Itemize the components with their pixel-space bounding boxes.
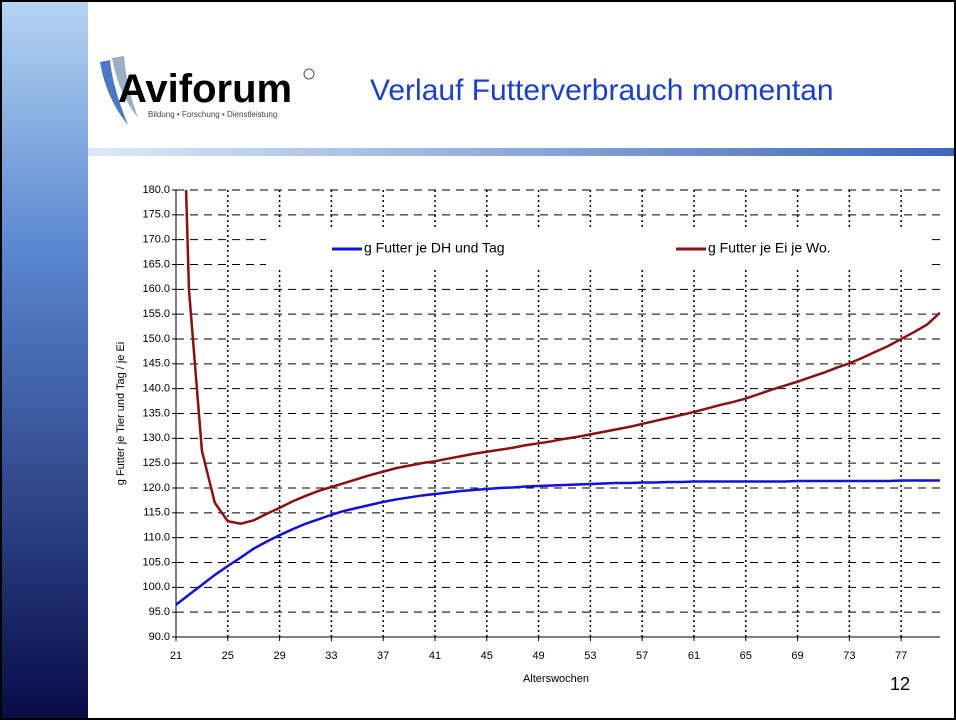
- logo-tagline: Bildung • Forschung • Dienstleistung: [148, 110, 277, 119]
- page-number: 12: [890, 674, 910, 694]
- x-tick-label: 49: [532, 650, 544, 662]
- legend: [266, 230, 930, 268]
- y-tick-label: 135.0: [142, 407, 170, 419]
- logo-registered: [303, 68, 315, 80]
- x-tick-label: 65: [740, 650, 752, 662]
- logo: Aviforum Bildung • Forschung • Dienstlei…: [100, 56, 315, 125]
- legend-label: g Futter je DH und Tag: [364, 240, 505, 256]
- y-tick-label: 155.0: [142, 308, 170, 320]
- x-tick-label: 57: [636, 650, 648, 662]
- x-tick-label: 25: [222, 650, 234, 662]
- logo-text: Aviforum: [118, 67, 292, 111]
- x-axis-label: Alterswochen: [523, 673, 589, 685]
- y-axis-label: g Futter je Tier und Tag / je Ei: [115, 342, 127, 485]
- x-tick-label: 69: [791, 650, 803, 662]
- series-line: [184, 190, 940, 526]
- y-tick-label: 180.0: [142, 184, 170, 196]
- legend-label: g Futter je Ei je Wo.: [708, 240, 831, 256]
- x-tick-label: 73: [843, 650, 855, 662]
- x-tick-label: 45: [481, 650, 493, 662]
- x-tick-label: 41: [429, 650, 441, 662]
- y-tick-label: 140.0: [142, 383, 170, 395]
- x-tick-label: 29: [273, 650, 285, 662]
- slide-title: Verlauf Futterverbrauch momentan: [370, 74, 834, 107]
- x-tick-label: 61: [688, 650, 700, 662]
- x-tick-label: 21: [170, 650, 182, 662]
- header-rule: [88, 148, 954, 156]
- y-tick-label: 125.0: [142, 457, 170, 469]
- y-tick-label: 130.0: [142, 432, 170, 444]
- x-tick-label: 33: [325, 650, 337, 662]
- y-tick-label: 115.0: [143, 507, 170, 519]
- logo-feather: [100, 60, 128, 125]
- y-tick-label: 105.0: [142, 556, 170, 568]
- y-tick-label: 150.0: [142, 333, 170, 345]
- sidebar: [2, 2, 88, 718]
- chart: 90.0 95.0 100.0 105.0 110.0 115.0 120.0 125.0 13…: [115, 184, 940, 685]
- y-tick-label: 100.0: [142, 581, 170, 593]
- x-tick-label: 77: [895, 650, 907, 662]
- y-tick-label: 160.0: [142, 283, 170, 295]
- y-tick-label: 110.0: [143, 532, 170, 544]
- y-tick-label: 95.0: [149, 606, 170, 618]
- y-tick-label: 165.0: [142, 258, 170, 270]
- logo-feather: [112, 56, 138, 118]
- y-tick-label: 170.0: [142, 234, 170, 246]
- y-tick-label: 120.0: [142, 482, 170, 494]
- x-tick-label: 53: [584, 650, 596, 662]
- y-tick-label: 90.0: [149, 631, 170, 643]
- y-tick-label: 145.0: [142, 358, 170, 370]
- series-line: [176, 479, 940, 606]
- y-tick-label: 175.0: [142, 209, 170, 221]
- x-tick-label: 37: [377, 650, 389, 662]
